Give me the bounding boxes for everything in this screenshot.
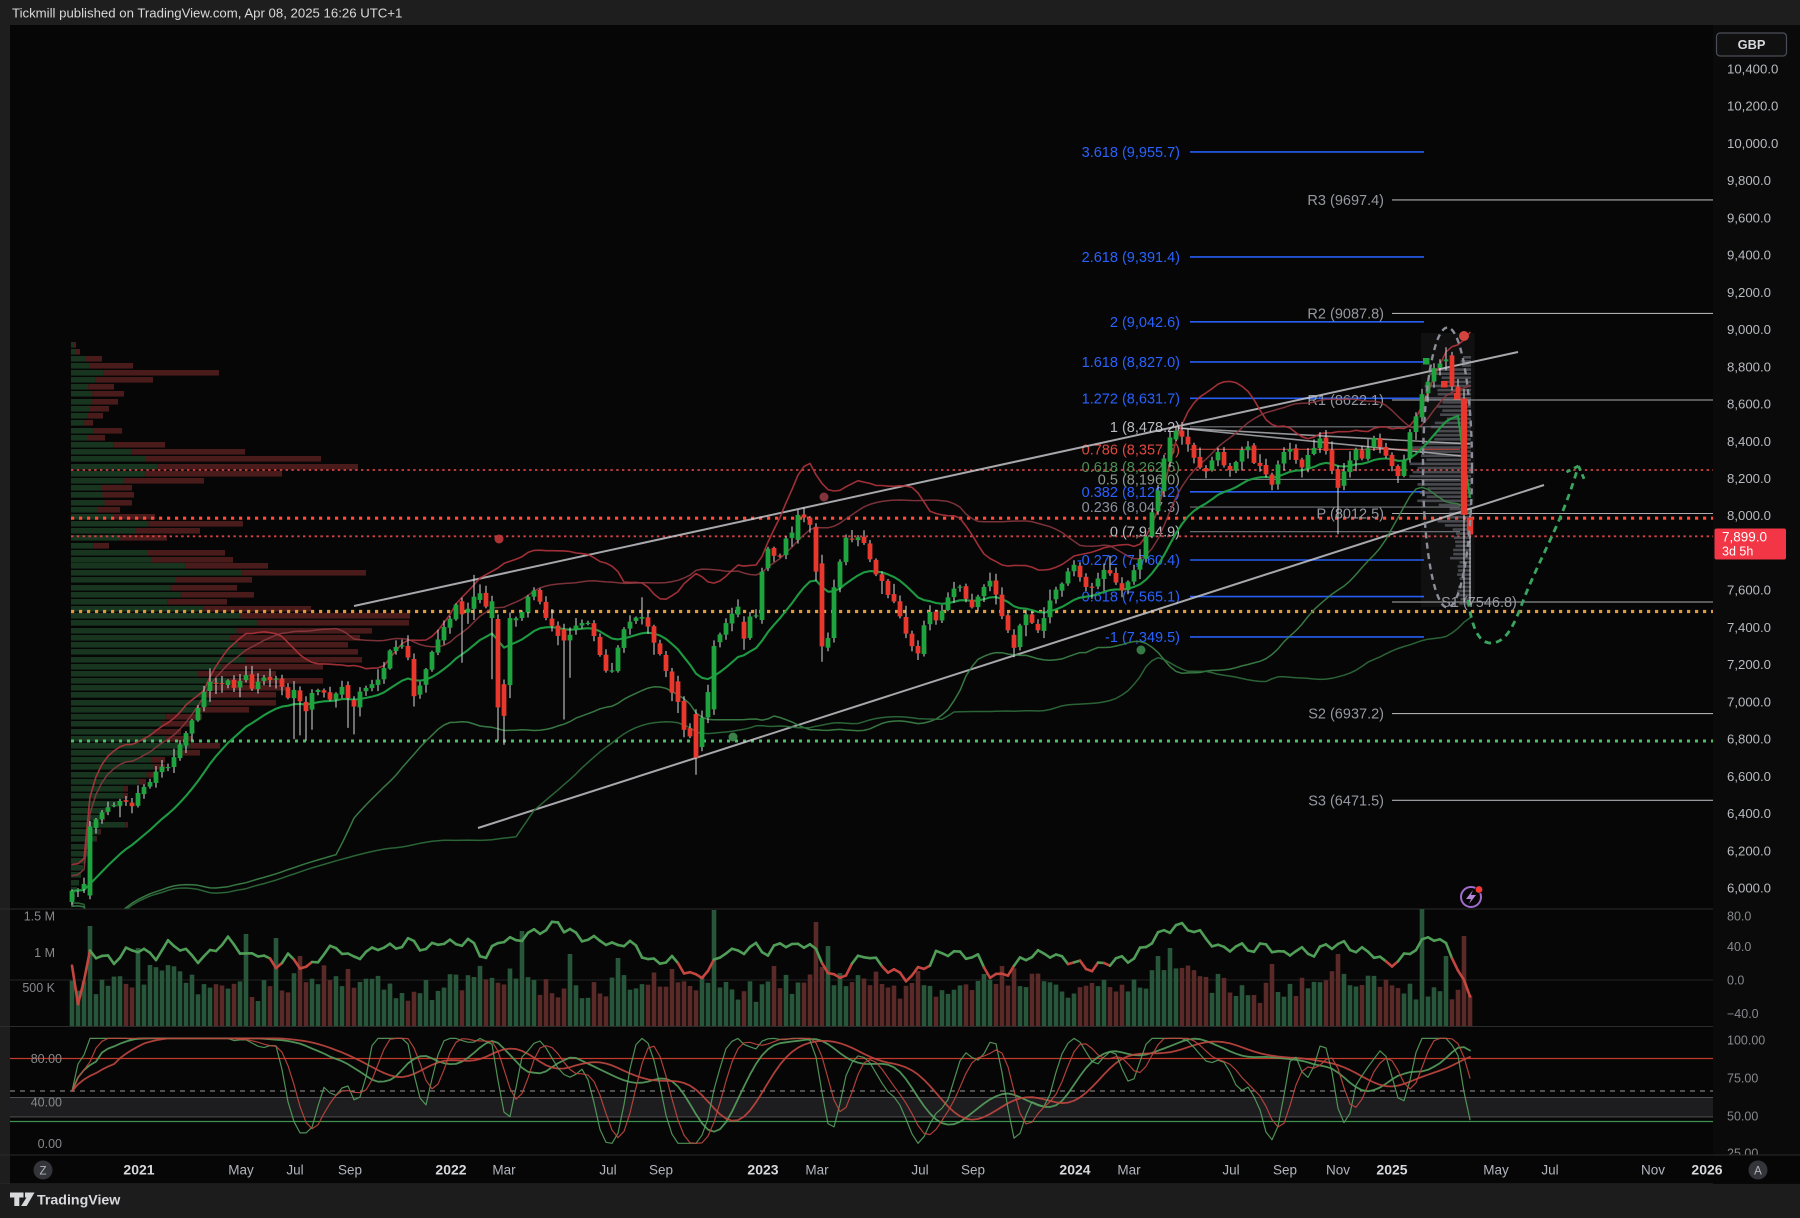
svg-text:Jul: Jul (1222, 1163, 1239, 1178)
svg-text:7,200.0: 7,200.0 (1727, 657, 1771, 672)
svg-text:500 K: 500 K (22, 981, 55, 995)
svg-text:-0.272 (7,760.4): -0.272 (7,760.4) (1077, 553, 1180, 569)
svg-text:3d 5h: 3d 5h (1722, 545, 1753, 559)
svg-text:Sep: Sep (649, 1163, 673, 1178)
svg-text:6,200.0: 6,200.0 (1727, 843, 1771, 858)
svg-text:8,000.0: 8,000.0 (1727, 508, 1771, 523)
svg-text:1.618 (8,827.0): 1.618 (8,827.0) (1082, 355, 1180, 371)
svg-text:9,800.0: 9,800.0 (1727, 173, 1771, 188)
svg-text:9,600.0: 9,600.0 (1727, 210, 1771, 225)
svg-text:7,000.0: 7,000.0 (1727, 694, 1771, 709)
svg-text:2023: 2023 (747, 1162, 778, 1178)
svg-text:TradingView: TradingView (37, 1193, 121, 1209)
svg-text:75.00: 75.00 (1727, 1072, 1758, 1086)
svg-text:9,400.0: 9,400.0 (1727, 248, 1771, 263)
svg-text:80.0: 80.0 (1727, 910, 1751, 924)
svg-text:Mar: Mar (805, 1163, 829, 1178)
svg-text:7,400.0: 7,400.0 (1727, 620, 1771, 635)
svg-text:Nov: Nov (1326, 1163, 1350, 1178)
svg-text:-0.618 (7,565.1): -0.618 (7,565.1) (1077, 590, 1180, 606)
svg-text:10,200.0: 10,200.0 (1727, 99, 1778, 114)
svg-text:2.618 (9,391.4): 2.618 (9,391.4) (1082, 250, 1180, 266)
svg-text:6,400.0: 6,400.0 (1727, 806, 1771, 821)
svg-text:6,600.0: 6,600.0 (1727, 769, 1771, 784)
svg-text:2021: 2021 (123, 1162, 154, 1178)
svg-text:R1 (8622.1): R1 (8622.1) (1307, 393, 1384, 409)
svg-text:7,899.0: 7,899.0 (1722, 530, 1767, 545)
svg-text:2025: 2025 (1376, 1162, 1407, 1178)
svg-text:0.786 (8,357.5): 0.786 (8,357.5) (1082, 442, 1180, 458)
svg-text:Sep: Sep (961, 1163, 985, 1178)
svg-text:8,600.0: 8,600.0 (1727, 397, 1771, 412)
svg-text:40.0: 40.0 (1727, 940, 1751, 954)
svg-text:80.00: 80.00 (31, 1052, 62, 1066)
svg-text:8,200.0: 8,200.0 (1727, 471, 1771, 486)
svg-text:Jul: Jul (599, 1163, 616, 1178)
svg-text:1 M: 1 M (34, 946, 55, 960)
svg-text:2026: 2026 (1691, 1162, 1722, 1178)
svg-text:Jul: Jul (286, 1163, 303, 1178)
svg-text:Sep: Sep (338, 1163, 362, 1178)
svg-text:0.236 (8,047.3): 0.236 (8,047.3) (1082, 500, 1180, 516)
svg-text:1.272 (8,631.7): 1.272 (8,631.7) (1082, 391, 1180, 407)
svg-text:10,400.0: 10,400.0 (1727, 61, 1778, 76)
svg-text:R2 (9087.8): R2 (9087.8) (1307, 306, 1384, 322)
svg-text:2024: 2024 (1059, 1162, 1090, 1178)
svg-text:P (8012.5): P (8012.5) (1317, 507, 1384, 523)
svg-text:2 (9,042.6): 2 (9,042.6) (1110, 315, 1180, 331)
svg-text:S3 (6471.5): S3 (6471.5) (1308, 793, 1384, 809)
svg-text:S2 (6937.2): S2 (6937.2) (1308, 707, 1384, 723)
svg-text:10,000.0: 10,000.0 (1727, 136, 1778, 151)
svg-text:6,000.0: 6,000.0 (1727, 881, 1771, 896)
svg-text:-1 (7,349.5): -1 (7,349.5) (1105, 630, 1180, 646)
svg-text:3.618 (9,955.7): 3.618 (9,955.7) (1082, 145, 1180, 161)
svg-text:2022: 2022 (435, 1162, 466, 1178)
svg-text:8,400.0: 8,400.0 (1727, 434, 1771, 449)
svg-text:0.618 (8,262.6): 0.618 (8,262.6) (1082, 460, 1180, 476)
svg-text:−40.0: −40.0 (1727, 1007, 1759, 1021)
svg-text:1.5 M: 1.5 M (24, 910, 55, 924)
svg-text:0.5 (8,196.0): 0.5 (8,196.0) (1098, 472, 1180, 488)
svg-text:GBP: GBP (1738, 37, 1766, 52)
svg-text:Mar: Mar (1117, 1163, 1141, 1178)
svg-text:6,800.0: 6,800.0 (1727, 732, 1771, 747)
svg-text:Z: Z (39, 1166, 46, 1178)
svg-text:S1 (7546.8): S1 (7546.8) (1441, 595, 1517, 611)
svg-text:50.00: 50.00 (1727, 1110, 1758, 1124)
svg-text:100.00: 100.00 (1727, 1034, 1765, 1048)
svg-text:R3 (9697.4): R3 (9697.4) (1307, 193, 1384, 209)
svg-text:40.00: 40.00 (31, 1096, 62, 1110)
svg-text:A: A (1754, 1166, 1762, 1178)
svg-text:1 (8,478.2): 1 (8,478.2) (1110, 420, 1180, 436)
svg-text:0.00: 0.00 (38, 1137, 62, 1151)
svg-text:0.0: 0.0 (1727, 974, 1744, 988)
svg-text:9,000.0: 9,000.0 (1727, 322, 1771, 337)
svg-text:Mar: Mar (492, 1163, 516, 1178)
svg-text:0.382 (8,129.2): 0.382 (8,129.2) (1082, 485, 1180, 501)
svg-text:May: May (228, 1163, 254, 1178)
svg-text:Jul: Jul (1541, 1163, 1558, 1178)
svg-text:Tickmill published on TradingV: Tickmill published on TradingView.com, A… (12, 6, 402, 21)
svg-text:Jul: Jul (911, 1163, 928, 1178)
svg-text:7,600.0: 7,600.0 (1727, 583, 1771, 598)
svg-text:8,800.0: 8,800.0 (1727, 359, 1771, 374)
svg-text:May: May (1483, 1163, 1509, 1178)
svg-text:Nov: Nov (1641, 1163, 1665, 1178)
svg-text:9,200.0: 9,200.0 (1727, 285, 1771, 300)
svg-text:Sep: Sep (1273, 1163, 1297, 1178)
